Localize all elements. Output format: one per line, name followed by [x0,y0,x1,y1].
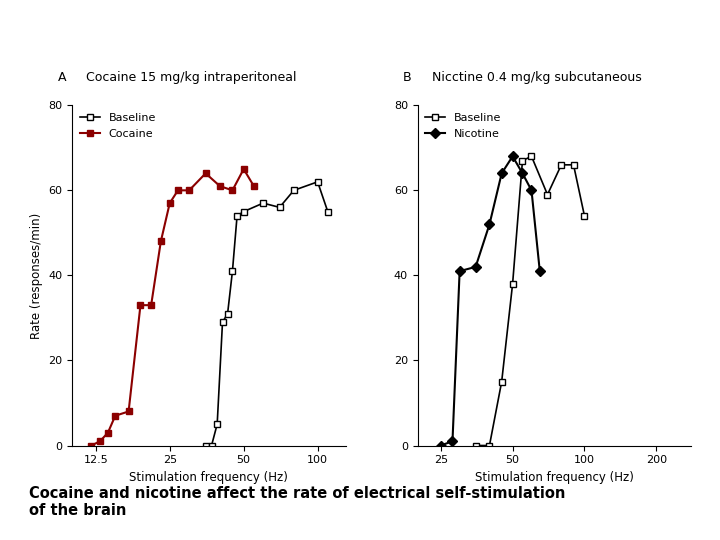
Baseline [258,200,267,206]
Baseline [543,191,552,198]
Cocaine [156,238,165,245]
Baseline [202,442,210,449]
Baseline [207,442,216,449]
Cocaine [228,187,237,193]
Text: B: B [403,71,412,84]
Cocaine [125,408,133,415]
Line: Baseline: Baseline [202,179,331,449]
Nicotine [536,268,544,274]
Nicotine [448,438,456,444]
Cocaine [136,302,145,308]
Baseline [508,281,517,287]
Baseline [275,204,284,211]
Baseline [557,161,566,168]
Nicotine [498,170,506,177]
Nicotine [472,264,480,270]
Cocaine [239,166,248,172]
Cocaine [104,429,112,436]
Baseline [518,157,527,164]
Cocaine [96,438,104,444]
Text: Cocaine and nicotine affect the rate of electrical self-stimulation
of the brain: Cocaine and nicotine affect the rate of … [29,486,565,518]
Baseline [498,379,506,385]
Line: Cocaine: Cocaine [89,166,257,449]
Text: Nicctine 0.4 mg/kg subcutaneous: Nicctine 0.4 mg/kg subcutaneous [432,71,642,84]
Baseline [239,208,248,215]
Cocaine [174,187,182,193]
Cocaine [215,183,224,190]
Line: Nicotine: Nicotine [437,153,544,449]
Cocaine [185,187,194,193]
Cocaine [250,183,258,190]
Baseline [223,310,232,317]
Baseline [485,442,494,449]
Line: Baseline: Baseline [472,153,588,449]
Baseline [323,208,332,215]
Baseline [213,421,222,428]
Baseline [472,442,480,449]
Legend: Baseline, Nicotine: Baseline, Nicotine [421,109,506,143]
Baseline [218,319,227,326]
Baseline [570,161,578,168]
Nicotine [527,187,536,193]
Cocaine [147,302,156,308]
Cocaine [166,200,174,206]
Baseline [233,213,241,219]
Text: Cocaine 15 mg/kg intraperitoneal: Cocaine 15 mg/kg intraperitoneal [86,71,297,84]
Nicotine [485,221,494,228]
Cocaine [111,413,120,419]
X-axis label: Stimulation frequency (Hz): Stimulation frequency (Hz) [130,471,288,484]
Text: A: A [58,71,66,84]
Baseline [580,213,589,219]
Baseline [289,187,298,193]
X-axis label: Stimulation frequency (Hz): Stimulation frequency (Hz) [475,471,634,484]
Legend: Baseline, Cocaine: Baseline, Cocaine [76,109,161,143]
Cocaine [202,170,210,177]
Cocaine [87,442,96,449]
Y-axis label: Rate (responses/min): Rate (responses/min) [30,212,42,339]
Baseline [228,268,237,274]
Baseline [527,153,536,160]
Nicotine [508,153,517,160]
Nicotine [455,268,464,274]
Nicotine [436,442,445,449]
Baseline [313,179,322,185]
Nicotine [518,170,527,177]
